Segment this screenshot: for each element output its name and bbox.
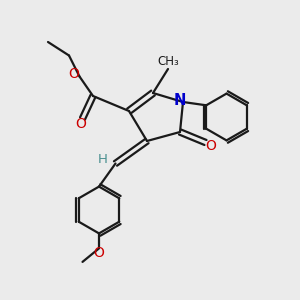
Text: H: H	[98, 153, 108, 167]
Text: O: O	[94, 246, 104, 260]
Text: O: O	[76, 117, 86, 131]
Text: N: N	[173, 93, 186, 108]
Text: CH₃: CH₃	[157, 55, 179, 68]
Text: O: O	[206, 139, 216, 152]
Text: O: O	[69, 67, 80, 81]
